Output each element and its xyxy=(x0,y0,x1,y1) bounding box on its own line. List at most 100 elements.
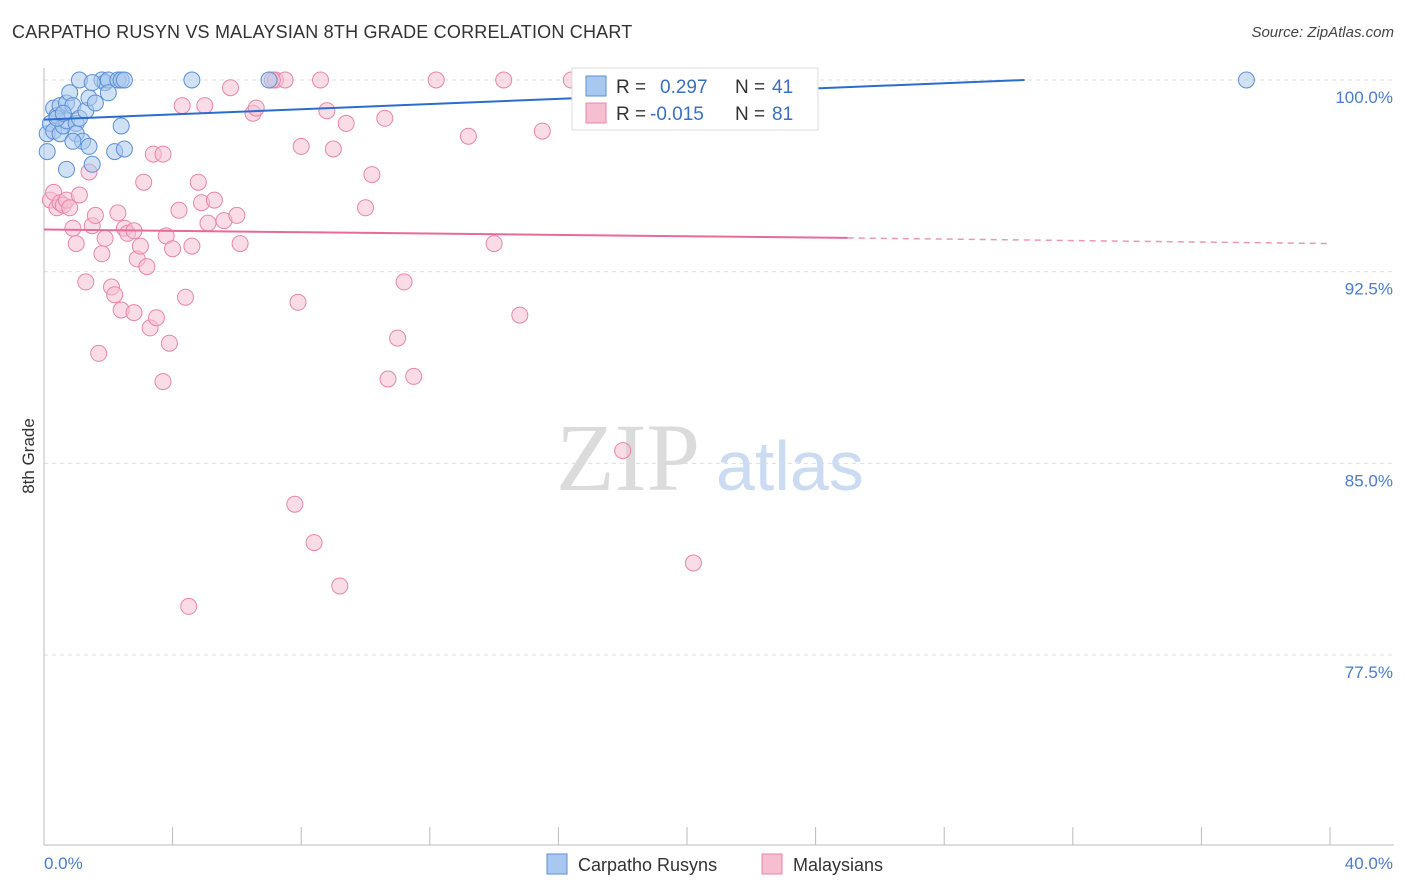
y-tick-label: 100.0% xyxy=(1335,88,1393,107)
malaysian-point xyxy=(205,191,223,209)
stats-n-label-blue: N = xyxy=(735,77,765,98)
carpatho-rusyn-point xyxy=(260,71,278,89)
source-label: Source: ZipAtlas.com xyxy=(1251,24,1394,41)
y-axis-label: 8th Grade xyxy=(19,418,38,494)
stats-n-value-pink: 81 xyxy=(772,104,793,125)
malaysian-point xyxy=(189,173,207,191)
malaysian-point xyxy=(160,334,178,352)
malaysian-point xyxy=(93,245,111,263)
trend-layer xyxy=(43,79,1331,245)
stats-r-value-blue: 0.297 xyxy=(660,77,708,98)
malaysian-point xyxy=(138,258,156,276)
malaysian-point xyxy=(318,102,336,120)
malaysian-point xyxy=(170,201,188,219)
y-tick-label: 77.5% xyxy=(1345,663,1393,682)
malaysian-point xyxy=(183,237,201,255)
y-tick-label: 92.5% xyxy=(1345,280,1393,299)
malaysians-points xyxy=(41,71,702,615)
malaysian-point xyxy=(148,309,165,327)
carpatho-rusyn-point xyxy=(80,137,98,155)
stats-r-value-pink: -0.015 xyxy=(650,104,704,125)
malaysian-point xyxy=(154,145,172,163)
malaysian-point xyxy=(247,99,265,117)
carpatho-rusyn-point xyxy=(58,160,75,178)
malaysian-point xyxy=(286,495,304,513)
watermark-zip: ZIP xyxy=(556,404,700,511)
x-tick-label: 0.0% xyxy=(44,854,83,873)
malaysian-point xyxy=(177,288,194,306)
malaysian-point xyxy=(70,186,88,204)
malaysian-point xyxy=(96,229,114,247)
malaysian-point xyxy=(614,442,632,460)
malaysian-point xyxy=(495,71,513,89)
series-legend-label-pink: Malaysians xyxy=(793,855,883,875)
series-legend-swatch-blue xyxy=(546,853,568,875)
malaysian-point xyxy=(337,114,355,132)
y-tick-label: 85.0% xyxy=(1345,471,1393,490)
malaysian-trendline xyxy=(43,228,848,239)
malaysian-point xyxy=(131,237,149,255)
carpatho-rusyn-point xyxy=(83,155,101,173)
carpatho-rusyn-point xyxy=(64,132,82,150)
malaysian-point xyxy=(164,240,182,258)
malaysian-point xyxy=(379,370,397,388)
x-tick-label: 40.0% xyxy=(1345,854,1393,873)
series-legend-label-blue: Carpatho Rusyns xyxy=(578,855,717,875)
carpatho-rusyn-trendline xyxy=(43,79,1025,121)
stats-n-label-pink: N = xyxy=(735,104,765,125)
stats-n-value-blue: 41 xyxy=(772,77,793,98)
stats-legend-swatch-blue xyxy=(585,75,607,97)
malaysian-point xyxy=(485,235,503,253)
carpatho-rusyn-point xyxy=(1237,71,1255,89)
stats-legend-swatch-pink xyxy=(585,102,607,124)
malaysian-point xyxy=(684,554,702,572)
malaysian-point xyxy=(511,306,529,324)
malaysian-point xyxy=(125,304,143,322)
carpatho-rusyn-point xyxy=(115,140,133,158)
carpatho-rusyn-point xyxy=(99,84,117,102)
malaysian-point xyxy=(67,235,85,253)
carpatho-rusyn-point xyxy=(86,94,104,112)
malaysian-point xyxy=(86,206,104,224)
carpatho-rusyn-point xyxy=(54,104,72,122)
carpatho-rusyn-point xyxy=(83,74,101,92)
tick-layer: 100.0% 92.5% 85.0% 77.5% 0.0% 40.0% xyxy=(43,88,1393,873)
malaysian-point xyxy=(289,293,307,311)
malaysian-point xyxy=(292,137,310,155)
malaysian-point xyxy=(427,71,445,89)
malaysian-point xyxy=(180,597,198,615)
malaysian-point xyxy=(324,140,342,158)
malaysian-point xyxy=(357,199,374,217)
carpatho-rusyn-point xyxy=(38,143,56,161)
malaysian-point xyxy=(61,199,79,217)
stats-legend: R = 0.297 N = 41 R = -0.015 N = 81 xyxy=(571,67,819,131)
malaysian-point xyxy=(376,109,394,127)
malaysian-point xyxy=(228,206,246,224)
malaysian-point xyxy=(90,344,108,362)
malaysian-point xyxy=(77,273,95,291)
chart-title: CARPATHO RUSYN VS MALAYSIAN 8TH GRADE CO… xyxy=(12,22,633,42)
malaysian-point xyxy=(312,71,329,89)
stats-r-label-blue: R = xyxy=(616,77,646,98)
malaysian-point xyxy=(109,204,127,222)
malaysian-point xyxy=(196,97,214,115)
malaysian-point xyxy=(106,286,124,304)
grid-layer xyxy=(44,79,1394,656)
carpatho-rusyn-point xyxy=(112,117,130,135)
malaysian-point xyxy=(135,173,153,191)
malaysian-point xyxy=(389,329,407,347)
malaysian-point xyxy=(533,122,551,140)
malaysian-point xyxy=(154,373,172,391)
series-legend-swatch-pink xyxy=(761,853,783,875)
carpatho-rusyn-point xyxy=(115,71,133,89)
stats-legend-box xyxy=(571,67,819,131)
malaysian-point xyxy=(199,214,217,232)
malaysian-point xyxy=(331,577,349,595)
carpatho-rusyns-points xyxy=(38,71,1255,178)
watermark-atlas: atlas xyxy=(716,427,864,505)
malaysian-point xyxy=(222,79,239,97)
malaysian-point xyxy=(173,97,191,115)
malaysian-point xyxy=(231,235,249,253)
series-legend: Carpatho Rusyns Malaysians xyxy=(546,853,883,875)
carpatho-rusyn-point xyxy=(183,71,201,89)
